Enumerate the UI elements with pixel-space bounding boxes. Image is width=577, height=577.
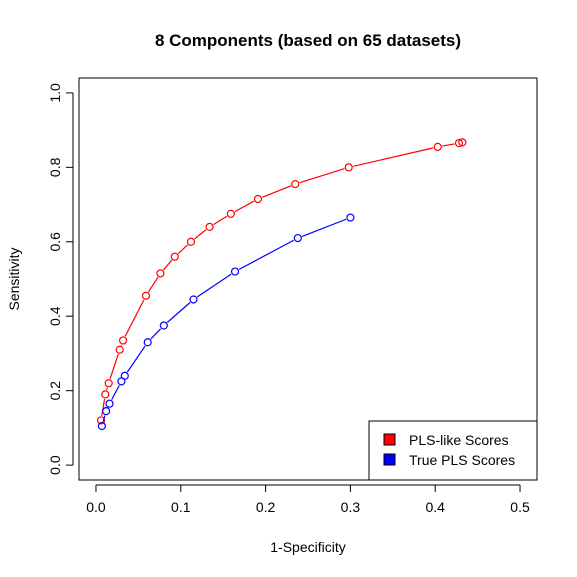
series-1-segment-8 [238, 239, 295, 270]
series-1-segment-6 [166, 302, 191, 323]
series-0-segment-6 [162, 259, 173, 271]
series-0 [96, 138, 467, 425]
series-1-point-4 [120, 371, 129, 380]
y-tick-label-0: 0.0 [47, 455, 63, 475]
y-tick-label-2: 0.4 [47, 306, 63, 326]
series-1-segment-5 [150, 328, 162, 340]
series-0-point-15 [454, 139, 464, 148]
series-0-point-13 [344, 163, 353, 172]
series-1-point-6 [159, 321, 168, 330]
series-0-segment-0 [101, 398, 106, 417]
series-1-segment-7 [196, 273, 232, 298]
series-0-segment-12 [299, 168, 345, 184]
series-0-segment-10 [234, 200, 255, 213]
plot-frame [78, 77, 538, 481]
series-0-point-6 [156, 269, 165, 278]
series-0-segment-5 [147, 276, 159, 293]
series-0-point-4 [119, 336, 128, 345]
series-0-segment-13 [353, 147, 434, 167]
chart-title: 8 Components (based on 65 datasets) [155, 31, 461, 50]
series-0-segment-4 [124, 299, 145, 337]
series-0-segment-1 [106, 387, 108, 391]
series-0-segment-2 [109, 353, 119, 380]
series-0-segment-14 [442, 143, 455, 147]
legend-label-pls-like: PLS-like Scores [409, 432, 509, 448]
series-1-segment-0 [102, 415, 106, 422]
series-0-point-16 [458, 138, 467, 147]
series-0-point-12 [291, 179, 300, 189]
series-1-point-7 [189, 295, 198, 304]
series-0-segment-9 [213, 215, 228, 225]
series-1-segment-9 [301, 218, 347, 237]
legend-box [368, 420, 538, 481]
series-1-point-8 [230, 267, 240, 276]
y-tick-label-4: 0.8 [47, 157, 63, 177]
series-0-point-5 [141, 291, 151, 300]
legend-swatch-pls-like [383, 433, 396, 446]
series-0-point-10 [226, 209, 235, 218]
legend-swatch-true-pls [383, 453, 396, 466]
x-axis: 0.0 0.1 0.2 0.3 0.4 0.5 [86, 484, 530, 515]
x-tick-label-1: 0.1 [171, 499, 191, 515]
series-1-point-9 [293, 233, 302, 243]
y-axis: 0.0 0.2 0.4 0.6 0.8 1.0 [47, 83, 74, 475]
series-0-segment-7 [177, 244, 188, 254]
series-0-point-9 [205, 222, 214, 231]
series-1-point-5 [143, 338, 152, 347]
series-0-point-0 [96, 416, 106, 425]
series-0-point-7 [170, 252, 179, 261]
y-tick-label-1: 0.2 [47, 381, 63, 401]
legend: PLS-like Scores True PLS Scores [368, 420, 538, 481]
series-1-point-0 [97, 421, 107, 431]
series-1-point-10 [346, 213, 355, 222]
x-tick-label-2: 0.2 [256, 499, 276, 515]
series-0-point-11 [253, 194, 263, 204]
series-0-point-1 [101, 390, 110, 399]
x-tick-label-3: 0.3 [341, 499, 361, 515]
legend-label-true-pls: True PLS Scores [409, 452, 515, 468]
series-0-point-3 [115, 345, 124, 354]
x-axis-title: 1-Specificity [270, 539, 345, 555]
series-1-point-2 [105, 399, 114, 408]
x-tick-label-4: 0.4 [425, 499, 445, 515]
x-tick-label-0: 0.0 [86, 499, 106, 515]
series-0-segment-11 [262, 185, 292, 198]
x-tick-label-5: 0.5 [510, 499, 530, 515]
y-axis-title: Sensitivity [6, 247, 22, 310]
series-1 [97, 213, 355, 431]
y-tick-label-5: 1.0 [47, 83, 63, 103]
series-1-point-1 [102, 407, 111, 416]
series-layer [96, 138, 467, 431]
series-0-point-14 [433, 142, 442, 151]
series-1-segment-2 [111, 385, 120, 400]
series-0-segment-8 [194, 229, 207, 240]
series-0-point-8 [186, 237, 196, 246]
series-1-segment-4 [126, 345, 146, 373]
series-0-point-2 [104, 379, 113, 388]
y-tick-label-3: 0.6 [47, 232, 63, 252]
